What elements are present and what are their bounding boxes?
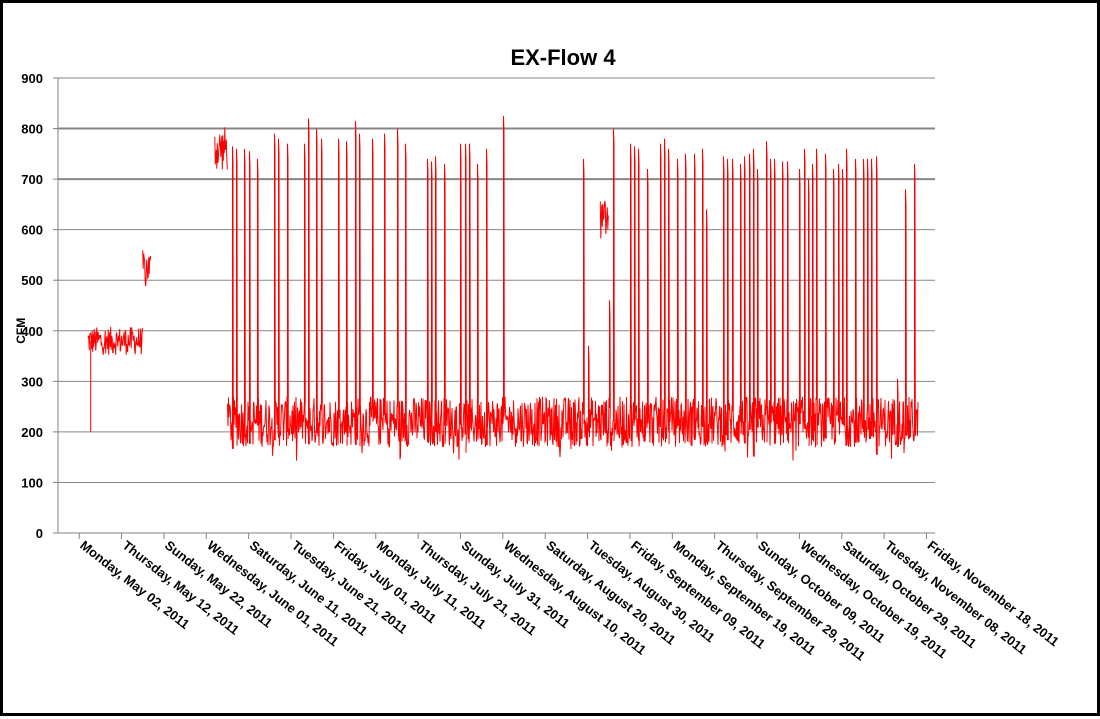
- y-tick-label: 400: [21, 324, 43, 339]
- series-line: [87, 115, 919, 461]
- y-tick-label: 0: [36, 526, 43, 541]
- y-axis-label: CFM: [14, 318, 28, 344]
- y-tick-label: 600: [21, 223, 43, 238]
- y-tick-label: 800: [21, 122, 43, 137]
- gridlines: [58, 77, 935, 483]
- y-tick-label: 100: [21, 475, 43, 490]
- chart-canvas: EX-Flow 4 CFM 0 100 200 300 400 500 600 700 800 9…: [14, 45, 1062, 664]
- y-tick-label: 900: [21, 71, 43, 86]
- y-tick-label: 700: [21, 172, 43, 187]
- y-tick-label: 300: [21, 374, 43, 389]
- y-tick-label: 200: [21, 425, 43, 440]
- chart-title: EX-Flow 4: [510, 45, 616, 70]
- y-tick-label: 500: [21, 273, 43, 288]
- y-axis-ticks: 0 100 200 300 400 500 600 700 800 900: [21, 71, 58, 541]
